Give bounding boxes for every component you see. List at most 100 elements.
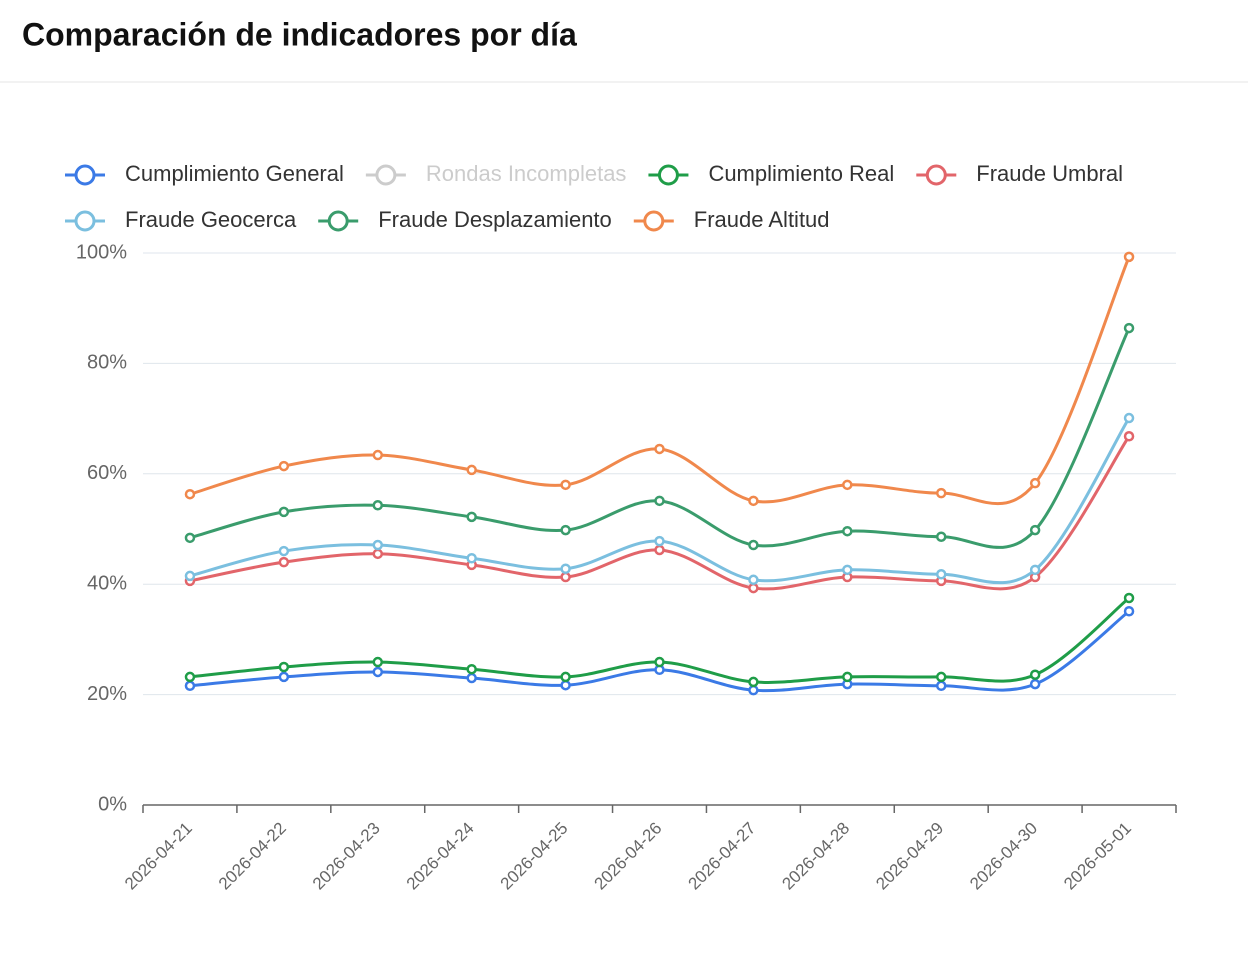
y-tick-label: 40% xyxy=(87,572,127,594)
legend-marker xyxy=(643,210,665,232)
data-point xyxy=(1029,477,1041,489)
data-point xyxy=(748,539,759,551)
data-point xyxy=(748,684,759,696)
data-point xyxy=(748,676,759,688)
data-point xyxy=(560,671,571,683)
data-point xyxy=(654,656,665,668)
data-point xyxy=(278,556,290,568)
x-tick-label: 2026-05-01 xyxy=(1060,819,1135,894)
data-point xyxy=(560,571,571,583)
data-point xyxy=(1029,524,1041,536)
series-line xyxy=(189,435,1131,591)
x-tick-label: 2026-04-24 xyxy=(403,819,478,894)
data-point xyxy=(842,564,853,576)
data-point xyxy=(278,545,290,557)
x-tick-label: 2026-04-30 xyxy=(966,819,1041,894)
legend-label: Fraude Altitud xyxy=(694,207,830,232)
data-point xyxy=(184,680,196,692)
data-point xyxy=(654,535,665,547)
legend-label: Fraude Desplazamiento xyxy=(378,207,612,232)
data-point xyxy=(935,531,947,542)
legend-marker xyxy=(925,164,947,186)
chart-title: Comparación de indicadores por día xyxy=(22,16,577,52)
data-point xyxy=(1029,678,1041,690)
data-point xyxy=(935,671,947,683)
legend-item: Fraude Geocerca xyxy=(65,207,297,232)
legend-item: Fraude Desplazamiento xyxy=(318,207,612,232)
legend-marker xyxy=(74,164,96,186)
legend-item: Fraude Umbral xyxy=(916,161,1123,186)
data-point xyxy=(372,449,384,461)
legend-item: Rondas Incompletas xyxy=(365,161,627,186)
data-point xyxy=(748,574,759,586)
data-point xyxy=(1029,669,1041,680)
series-line xyxy=(189,327,1131,549)
data-point xyxy=(184,532,196,544)
data-point xyxy=(654,544,665,556)
data-point xyxy=(466,511,477,523)
x-tick-label: 2026-04-27 xyxy=(684,819,759,894)
data-point xyxy=(184,570,196,582)
legend-item: Cumplimiento Real xyxy=(648,161,894,186)
data-point xyxy=(1123,251,1135,263)
data-point xyxy=(654,495,665,507)
legend-label: Cumplimiento Real xyxy=(708,161,894,186)
x-tick-label: 2026-04-25 xyxy=(497,819,572,894)
data-point xyxy=(278,506,290,518)
x-tick-label: 2026-04-29 xyxy=(872,819,947,894)
data-point xyxy=(278,661,290,673)
data-point xyxy=(560,479,571,491)
data-point xyxy=(1123,412,1135,424)
data-point xyxy=(466,672,477,684)
legend-label: Fraude Umbral xyxy=(976,161,1123,186)
series-line xyxy=(189,417,1131,585)
data-point xyxy=(842,525,853,537)
y-tick-label: 0% xyxy=(98,793,127,815)
data-point xyxy=(1123,322,1135,334)
x-tick-label: 2026-04-22 xyxy=(215,819,290,894)
data-point xyxy=(1123,605,1135,617)
legend-label: Fraude Geocerca xyxy=(125,207,297,232)
y-tick-label: 60% xyxy=(87,462,127,484)
data-point xyxy=(935,680,947,692)
data-point xyxy=(184,488,196,500)
legend-marker xyxy=(375,164,397,186)
data-point xyxy=(560,563,571,574)
data-point xyxy=(1123,431,1135,442)
series-line xyxy=(189,610,1130,693)
data-point xyxy=(184,671,196,683)
x-tick-label: 2026-04-21 xyxy=(121,819,196,894)
data-point xyxy=(842,671,853,683)
data-point xyxy=(935,569,947,580)
data-point xyxy=(560,679,571,691)
data-point xyxy=(466,464,477,476)
data-point xyxy=(372,656,384,668)
legend-marker xyxy=(327,210,349,232)
y-tick-label: 100% xyxy=(76,241,127,263)
data-point xyxy=(372,548,384,560)
x-tick-label: 2026-04-26 xyxy=(591,819,666,894)
x-tick-label: 2026-04-23 xyxy=(309,819,384,894)
data-point xyxy=(560,524,571,536)
legend-marker xyxy=(657,164,679,186)
legend-label: Cumplimiento General xyxy=(125,161,344,186)
legend-label: Rondas Incompletas xyxy=(426,161,627,186)
y-tick-label: 80% xyxy=(87,352,127,374)
series-line xyxy=(189,256,1131,506)
x-tick-label: 2026-04-28 xyxy=(778,819,853,894)
data-point xyxy=(372,539,384,551)
legend-marker xyxy=(74,210,96,232)
legend-item: Cumplimiento General xyxy=(65,161,344,186)
data-point xyxy=(278,460,290,472)
data-point xyxy=(1123,592,1135,604)
data-point xyxy=(466,663,477,675)
data-point xyxy=(278,671,290,683)
data-point xyxy=(654,443,665,455)
data-point xyxy=(748,582,759,594)
legend-item: Fraude Altitud xyxy=(633,207,830,232)
data-point xyxy=(748,495,759,507)
y-tick-label: 20% xyxy=(87,683,127,705)
data-point xyxy=(842,479,853,491)
